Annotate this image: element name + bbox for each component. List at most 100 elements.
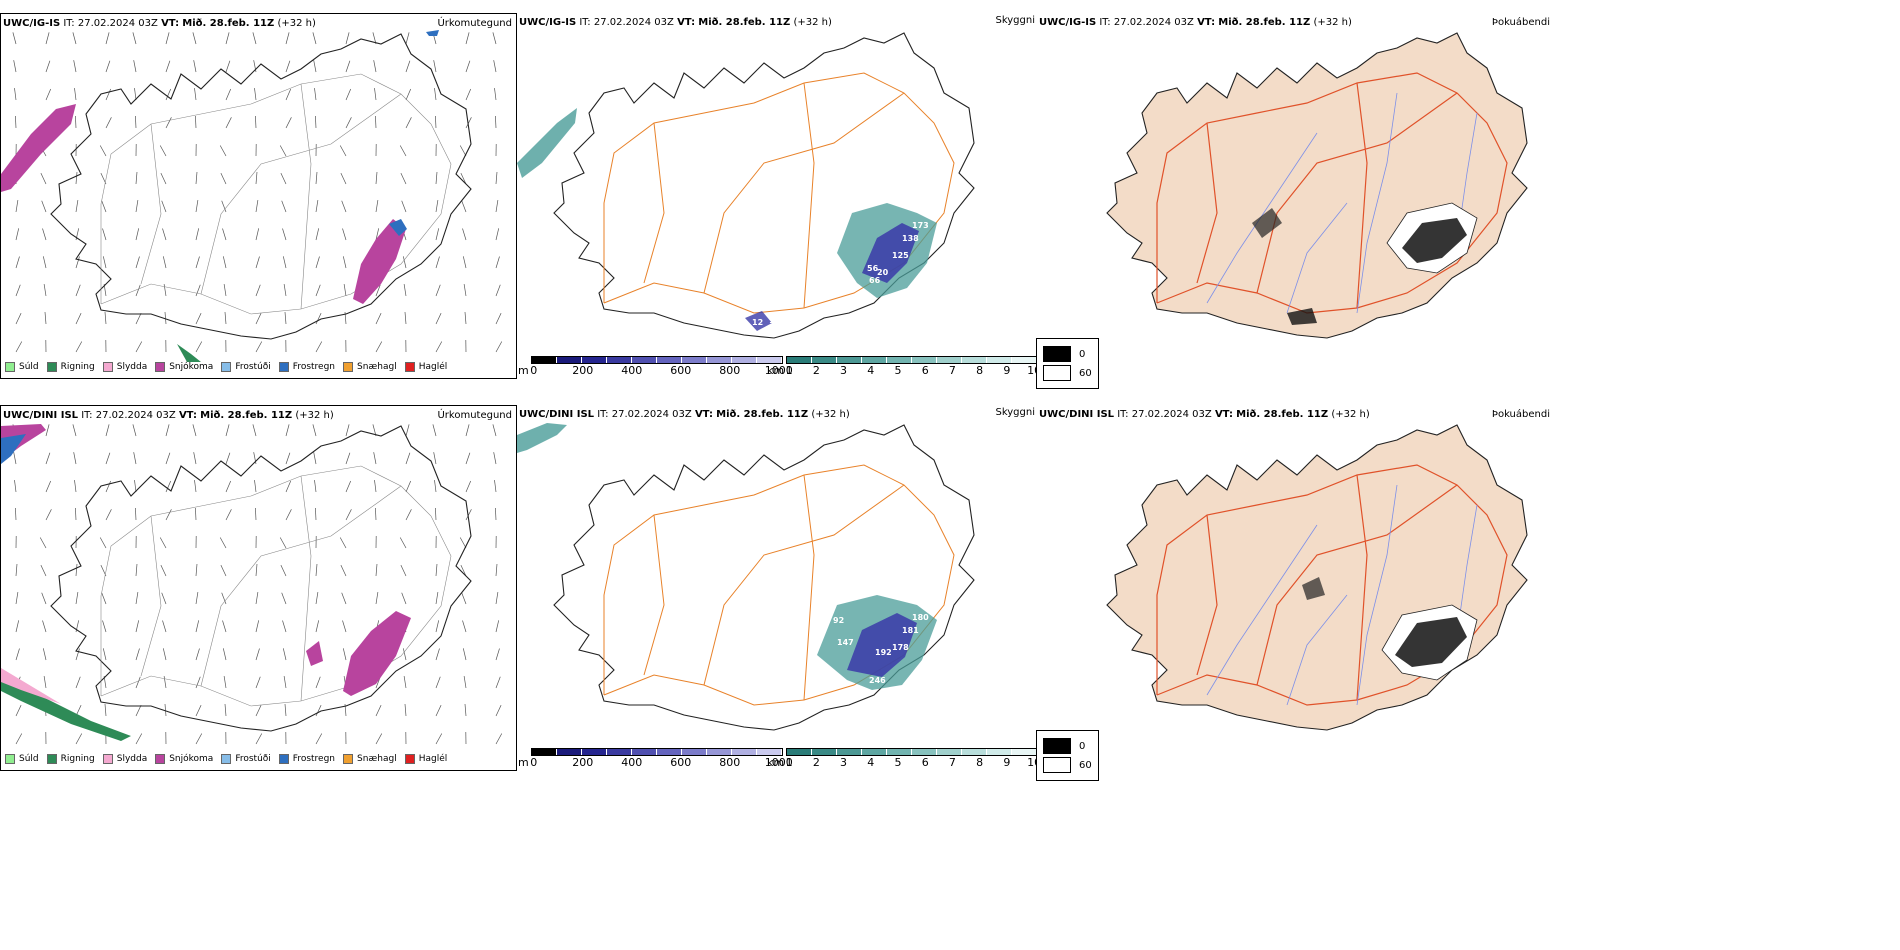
colorbar-tick-label: 1 — [785, 364, 793, 377]
colorbar-km-row1: km 1 2 3 4 5 6 7 8 9 10 — [767, 356, 1041, 378]
legend-item: Frostúði — [221, 362, 271, 372]
visibility-value-label: 125 — [892, 251, 909, 260]
legend-swatch — [404, 754, 415, 764]
visibility-value-label: 147 — [837, 638, 854, 647]
visibility-value-label: 178 — [892, 643, 909, 652]
legend-swatch — [102, 362, 113, 372]
precip-legend-row1: Súld Rigning Slydda Snjókoma Frostúði Frostre… — [5, 362, 447, 372]
visibility-panel-row1: UWC/IG-IS IT: 27.02.2024 03Z VT: Mið. 28… — [517, 13, 1037, 379]
precip-panel-name-row2: Úrkomutegund — [437, 410, 512, 421]
visibility-panel-name-row2: Skyggni — [995, 407, 1035, 418]
legend-swatch — [46, 362, 57, 372]
frostregn-area-north — [426, 30, 439, 36]
legend-swatch — [278, 754, 289, 764]
legend-label: Haglél — [418, 362, 448, 372]
colorbar-tick-label: 800 — [719, 756, 741, 769]
visibility-value-label: 181 — [902, 626, 919, 635]
legend-label: Snæhagl — [357, 362, 397, 372]
legend-label: Haglél — [418, 754, 448, 764]
colorbar-tick-label: 1 — [785, 756, 793, 769]
colorbar-tick-label: 400 — [621, 756, 643, 769]
frostregn-area-nw — [1, 434, 26, 464]
legend-label: Slydda — [116, 754, 148, 764]
colorbar-tick-label: 5 — [894, 364, 902, 377]
fog-legend-row1: 0 60 — [1036, 338, 1099, 389]
legend-item: Frostregn — [278, 362, 336, 372]
colorbar-tick-label: 0 — [530, 756, 538, 769]
colorbar-tick-label: 600 — [670, 364, 692, 377]
colorbar-cell — [631, 749, 657, 755]
visibility-value-label: 66 — [869, 276, 881, 285]
legend-label: Rigning — [60, 362, 95, 372]
fog-dense-area — [1395, 617, 1467, 667]
colorbar-cell — [787, 749, 813, 755]
legend-swatch — [155, 362, 166, 372]
colorbar-tick-label: 9 — [1003, 364, 1011, 377]
sleet-area-sw — [1, 668, 61, 704]
legend-swatch — [221, 362, 232, 372]
colorbar-cell — [731, 749, 757, 755]
colorbar-tick-label: 600 — [670, 756, 692, 769]
colorbar-tick-label: 1000 — [764, 756, 793, 769]
colorbar-cell — [606, 749, 632, 755]
legend-label: Rigning — [60, 754, 95, 764]
colorbar-tick-label: 400 — [621, 364, 643, 377]
colorbar-tick-label: 200 — [572, 364, 594, 377]
precip-title-row2: UWC/DINI ISL IT: 27.02.2024 03Z VT: Mið.… — [3, 410, 334, 421]
visibility-panel-name-row1: Skyggni — [995, 15, 1035, 26]
colorbar-km-unit-row1: km — [767, 364, 785, 377]
fog-panel-name-row1: Þokuábendi — [1491, 17, 1550, 28]
fog-legend-swatch-high — [1043, 346, 1071, 362]
colorbar-tick-label: 9 — [1003, 756, 1011, 769]
vis-area-nw — [517, 423, 567, 453]
colorbar-cell — [656, 749, 682, 755]
colorbar-cell — [812, 749, 838, 755]
legend-item: Haglél — [404, 362, 448, 372]
colorbar-tick-label: 7 — [948, 756, 956, 769]
colorbar-cell — [756, 357, 782, 363]
legend-item: Snjókoma — [155, 362, 213, 372]
colorbar-cell — [862, 749, 888, 755]
colorbar-cell — [812, 357, 838, 363]
legend-label: Frostregn — [292, 362, 336, 372]
legend-swatch — [46, 754, 57, 764]
fog-south-area — [1287, 308, 1317, 325]
colorbar-cell — [937, 357, 963, 363]
fog-legend-label-low: 60 — [1079, 367, 1092, 379]
snow-area-east — [353, 219, 406, 304]
colorbar-cell — [962, 357, 988, 363]
legend-label: Súld — [19, 754, 39, 764]
visibility-title-row2: UWC/DINI ISL IT: 27.02.2024 03Z VT: Mið.… — [519, 409, 850, 420]
colorbar-cell — [862, 357, 888, 363]
fog-title-row1: UWC/IG-IS IT: 27.02.2024 03Z VT: Mið. 28… — [1039, 17, 1352, 28]
colorbar-cell — [531, 357, 557, 363]
colorbar-tick-label: 6 — [921, 364, 929, 377]
legend-item: Snæhagl — [343, 754, 397, 764]
legend-item: Rigning — [46, 754, 95, 764]
colorbar-cell — [606, 357, 632, 363]
visibility-panel-row2: UWC/DINI ISL IT: 27.02.2024 03Z VT: Mið.… — [517, 405, 1037, 771]
legend-item: Súld — [5, 754, 39, 764]
colorbar-cell — [787, 357, 813, 363]
colorbar-tick-label: 7 — [948, 364, 956, 377]
colorbar-cell — [837, 749, 863, 755]
colorbar-tick-label: 2 — [812, 364, 820, 377]
visibility-value-label: 180 — [912, 613, 929, 622]
colorbar-km-row2: km 1 2 3 4 5 6 7 8 9 10 — [767, 748, 1041, 770]
fog-legend-swatch-low — [1043, 365, 1071, 381]
colorbar-cell — [556, 357, 582, 363]
colorbar-m-unit-row2: m — [518, 756, 529, 769]
colorbar-tick-label: 800 — [719, 364, 741, 377]
legend-label: Snjókoma — [169, 362, 214, 372]
colorbar-tick-label: 5 — [894, 756, 902, 769]
fog-panel-row1: UWC/IG-IS IT: 27.02.2024 03Z VT: Mið. 28… — [1037, 13, 1900, 379]
colorbar-tick-label: 2 — [812, 756, 820, 769]
legend-item: Snjókoma — [155, 754, 213, 764]
colorbar-m-row1: m 0 200 400 600 800 1000 — [518, 356, 793, 378]
fog-legend-row2: 0 60 — [1036, 730, 1099, 781]
vis-low-south — [745, 311, 772, 331]
fog-legend-swatch-high — [1043, 738, 1071, 754]
